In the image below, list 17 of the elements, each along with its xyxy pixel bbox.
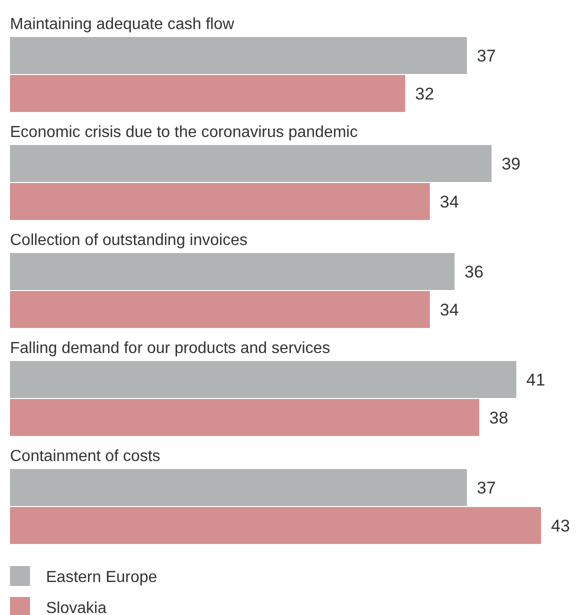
y-tick-label: Falling demand for our products and services [10, 340, 330, 357]
data-label: 41 [526, 370, 546, 390]
data-label: 32 [415, 84, 434, 104]
legend-label: Eastern Europe [46, 569, 158, 586]
y-tick-label: Containment of costs [10, 448, 160, 465]
data-label: 38 [489, 408, 508, 428]
y-tick-label: Economic crisis due to the coronavirus pandemic [10, 124, 358, 141]
legend-label: Slovakia [46, 600, 107, 615]
data-label: 43 [551, 516, 570, 536]
data-label: 37 [476, 46, 496, 66]
data-label: 34 [440, 192, 459, 212]
data-label: 36 [464, 262, 484, 282]
data-label: 39 [502, 154, 521, 174]
y-tick-label: Maintaining adequate cash flow [10, 16, 235, 33]
data-label: 37 [476, 478, 496, 498]
y-tick-label: Collection of outstanding invoices [10, 232, 248, 249]
data-label: 34 [440, 300, 459, 320]
